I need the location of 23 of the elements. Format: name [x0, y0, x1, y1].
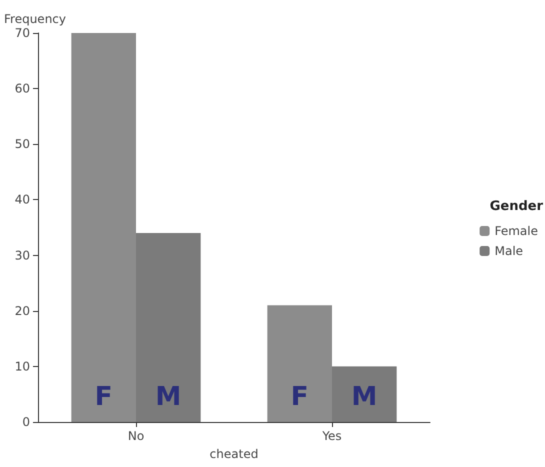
annotation: F: [290, 382, 309, 412]
bar: [136, 233, 201, 422]
legend-title: Gender: [490, 199, 544, 214]
y-axis-title: Frequency: [4, 12, 66, 26]
annotation: M: [351, 382, 378, 412]
y-tick-label: 50: [14, 137, 30, 152]
x-tick-label: No: [128, 429, 144, 443]
x-tick-label: Yes: [321, 429, 342, 443]
y-tick-label: 30: [14, 248, 30, 262]
bar: [71, 33, 136, 422]
y-tick-label: 60: [14, 82, 30, 96]
y-tick-label: 10: [14, 359, 30, 374]
legend-label: Female: [494, 224, 538, 238]
annotation: M: [155, 382, 182, 412]
bar: [332, 366, 397, 422]
y-tick-label: 20: [14, 304, 30, 318]
bar: [267, 305, 332, 422]
x-axis-title: cheated: [210, 447, 258, 461]
y-tick-label: 0: [22, 415, 30, 429]
y-tick-label: 70: [14, 26, 30, 40]
y-tick-label: 40: [14, 192, 30, 207]
annotation: F: [94, 382, 113, 412]
legend-label: Male: [494, 244, 524, 258]
